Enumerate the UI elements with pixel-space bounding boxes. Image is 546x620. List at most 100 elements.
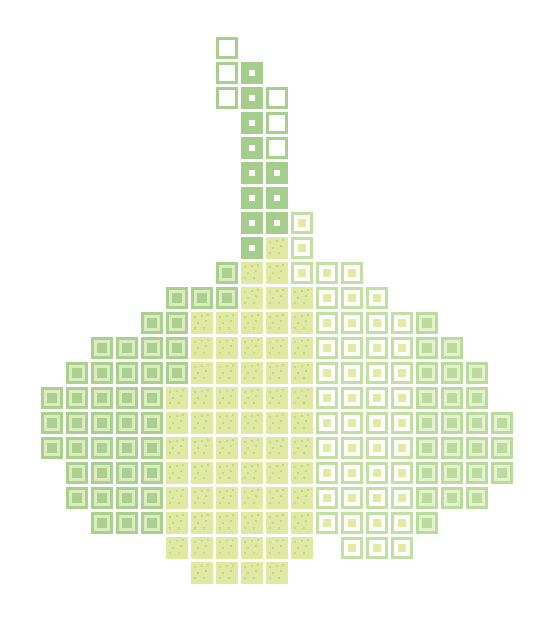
tile-speck [203,502,205,504]
tile [91,487,113,509]
tile-speck [251,515,253,517]
tile-speck [294,477,296,479]
tile-speck [219,516,221,518]
tile-speck [269,316,271,318]
tile [291,212,313,234]
tile-speck [247,572,249,574]
tile-speck [269,441,271,443]
tile-speck [255,420,257,422]
tile-core [373,394,381,402]
tile-speck [303,377,305,379]
tile-core [348,294,356,302]
tile-speck [197,472,199,474]
tile-speck [257,514,259,516]
tile [91,387,113,409]
tile-speck [276,340,278,342]
tile-speck [226,340,228,342]
tile-flesh [291,462,313,484]
tile-core [323,269,331,277]
tile-speck [207,414,209,416]
tile [191,412,213,434]
tile-speck [269,552,271,554]
tile-core [447,368,457,378]
tile [391,412,413,434]
tile [341,412,363,434]
tile [241,262,263,284]
tile-core [348,519,356,527]
tile-flesh [166,437,188,459]
tile-speck [297,447,299,449]
tile [241,487,263,509]
tile-speck [269,291,271,293]
tile-speck [255,295,257,297]
tile-dot [274,220,280,226]
tile-flesh [266,237,288,259]
tile-speck [269,502,271,504]
tile-speck [269,516,271,518]
tile-speck [269,452,271,454]
tile-speck [169,466,171,468]
tile-outline [266,137,288,159]
tile [241,237,263,259]
tile-core [398,419,406,427]
tile-speck [247,297,249,299]
tile [191,437,213,459]
tile-speck [176,415,178,417]
tile-speck [307,464,309,466]
tile-core [72,393,82,403]
tile-flesh [266,487,288,509]
tile [241,212,263,234]
tile-speck [297,347,299,349]
tile-speck [278,452,280,454]
tile-speck [178,527,180,529]
tile-speck [219,316,221,318]
tile-speck [226,565,228,567]
tile-speck [255,495,257,497]
tile-speck [178,427,180,429]
tile-core [172,318,182,328]
tile-core [348,544,356,552]
tile-speck [305,295,307,297]
tile-speck [280,545,282,547]
tile-speck [294,302,296,304]
tile-flesh [191,487,213,509]
tile-flesh [266,562,288,584]
tile-speck [232,414,234,416]
tile [216,87,238,109]
tile-speck [194,327,196,329]
tile [166,287,188,309]
tile-speck [222,472,224,474]
tile-speck [278,477,280,479]
tile-speck [278,327,280,329]
tile [191,512,213,534]
tile-speck [244,291,246,293]
tile-speck [303,527,305,529]
tile-speck [194,377,196,379]
tile-core [422,518,432,528]
tile-speck [276,265,278,267]
tile-speck [219,452,221,454]
tile-flesh [266,262,288,284]
tile-core [97,468,107,478]
tile [266,237,288,259]
tile-speck [201,465,203,467]
tile [141,487,163,509]
tile-speck [244,491,246,493]
tile-core [398,544,406,552]
tile [416,512,438,534]
tile-flesh [266,362,288,384]
tile-speck [222,547,224,549]
tile [416,487,438,509]
tile-core [97,418,107,428]
tile [116,437,138,459]
tile [291,512,313,534]
tile-flesh [241,537,263,559]
tile-speck [278,377,280,379]
tile-speck [294,366,296,368]
tile [41,412,63,434]
tile-core [323,444,331,452]
tile-speck [278,527,280,529]
tile [291,362,313,384]
tile-speck [305,445,307,447]
tile-speck [278,502,280,504]
